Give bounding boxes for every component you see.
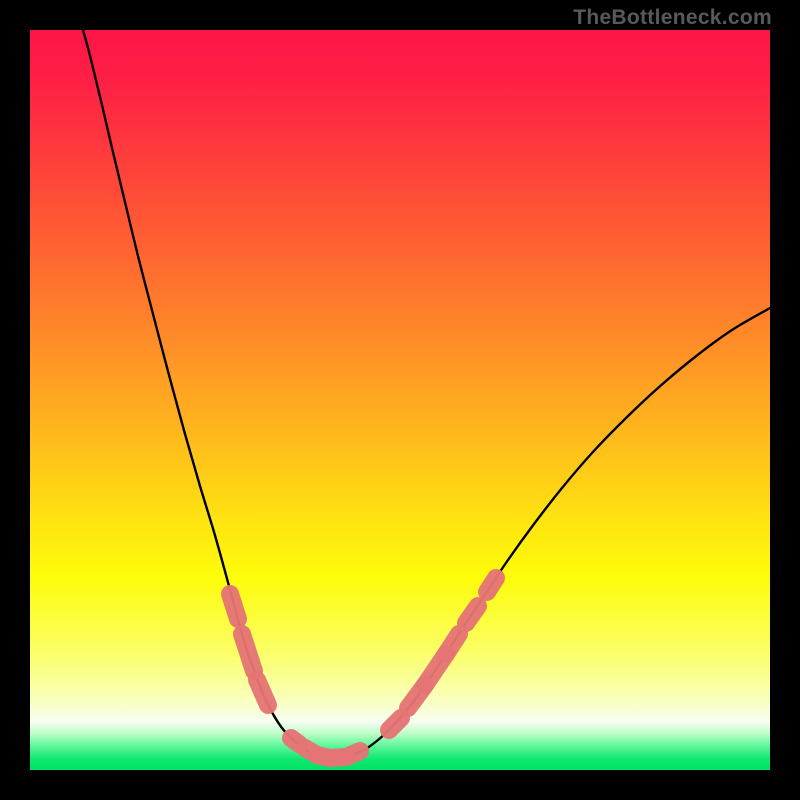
- curve-marker: [389, 718, 401, 730]
- bottleneck-curve-chart: [30, 30, 770, 770]
- curve-marker: [346, 751, 360, 757]
- chart-frame: TheBottleneck.com: [0, 0, 800, 800]
- curve-marker: [230, 594, 238, 619]
- curve-marker: [466, 606, 478, 623]
- curve-marker: [487, 578, 496, 592]
- curve-marker: [242, 634, 254, 671]
- watermark-text: TheBottleneck.com: [573, 6, 772, 30]
- plot-area: [30, 30, 770, 770]
- gradient-background: [30, 30, 770, 770]
- curve-marker: [257, 680, 268, 705]
- curve-marker: [446, 634, 459, 654]
